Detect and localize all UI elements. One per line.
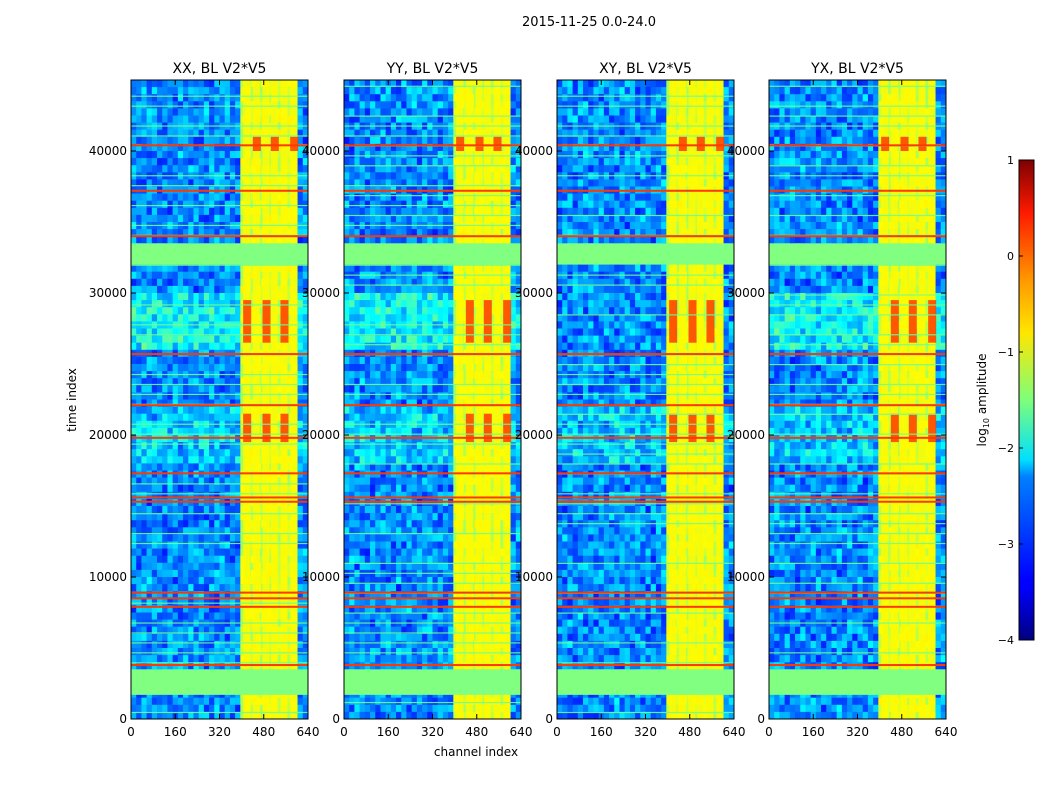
heatmap-image bbox=[131, 80, 308, 719]
heatmap-image bbox=[557, 80, 734, 719]
heatmap-panel-yx: YX, BL V2*V5 0 160 320 480 640 0 10000 20000 3000… bbox=[727, 61, 958, 739]
y-tick-label: 30000 bbox=[515, 286, 553, 300]
y-tick-label: 10000 bbox=[727, 570, 765, 584]
x-tick-label: 0 bbox=[765, 725, 773, 739]
heatmap-panel-xx: XX, BL V2*V5 0 160 320 480 640 0 10000 20000 3000… bbox=[89, 61, 320, 739]
x-tick-label: 320 bbox=[421, 725, 444, 739]
x-tick-label: 160 bbox=[377, 725, 400, 739]
heatmap-panels: XX, BL V2*V5 0 160 320 480 640 0 10000 20000 3000… bbox=[89, 61, 958, 739]
x-tick-label: 480 bbox=[678, 725, 701, 739]
x-tick-label: 0 bbox=[127, 725, 135, 739]
x-tick-label: 320 bbox=[208, 725, 231, 739]
y-tick-label: 10000 bbox=[515, 570, 553, 584]
colorbar-tick-label: 1 bbox=[1007, 154, 1014, 167]
y-tick-label: 30000 bbox=[302, 286, 340, 300]
panel-title: YY, BL V2*V5 bbox=[386, 61, 479, 77]
x-tick-label: 640 bbox=[935, 725, 958, 739]
colorbar-tick-label: −4 bbox=[998, 634, 1014, 647]
y-tick-label: 30000 bbox=[727, 286, 765, 300]
figure-suptitle: 2015-11-25 0.0-24.0 bbox=[522, 15, 656, 30]
x-tick-label: 320 bbox=[634, 725, 657, 739]
y-tick-label: 40000 bbox=[727, 144, 765, 158]
y-tick-label: 40000 bbox=[89, 144, 127, 158]
x-tick-label: 640 bbox=[510, 725, 533, 739]
x-tick-label: 0 bbox=[553, 725, 561, 739]
x-tick-label: 0 bbox=[340, 725, 348, 739]
x-axis-label: channel index bbox=[434, 745, 518, 759]
y-tick-label: 40000 bbox=[515, 144, 553, 158]
panel-title: XX, BL V2*V5 bbox=[173, 61, 267, 77]
colorbar: −4 −3 −2 −1 0 1 log10 amplitude bbox=[975, 154, 1035, 647]
y-tick-label: 0 bbox=[332, 712, 340, 726]
colorbar-tick-label: −3 bbox=[998, 538, 1014, 551]
x-tick-label: 160 bbox=[164, 725, 187, 739]
y-tick-label: 0 bbox=[757, 712, 765, 726]
x-tick-label: 640 bbox=[723, 725, 746, 739]
y-tick-label: 10000 bbox=[89, 570, 127, 584]
heatmap-image bbox=[769, 80, 946, 719]
colorbar-gradient bbox=[1018, 159, 1035, 641]
y-tick-label: 20000 bbox=[89, 428, 127, 442]
y-tick-label: 20000 bbox=[727, 428, 765, 442]
x-tick-label: 160 bbox=[802, 725, 825, 739]
colorbar-tick-label: 0 bbox=[1007, 250, 1014, 263]
x-tick-label: 320 bbox=[846, 725, 869, 739]
heatmap-panel-xy: XY, BL V2*V5 0 160 320 480 640 0 10000 20000 3000… bbox=[515, 61, 746, 739]
y-tick-label: 0 bbox=[545, 712, 553, 726]
x-tick-label: 160 bbox=[590, 725, 613, 739]
x-tick-label: 480 bbox=[252, 725, 275, 739]
x-tick-label: 480 bbox=[465, 725, 488, 739]
y-tick-label: 20000 bbox=[302, 428, 340, 442]
y-tick-label: 20000 bbox=[515, 428, 553, 442]
y-tick-label: 10000 bbox=[302, 570, 340, 584]
panel-title: YX, BL V2*V5 bbox=[810, 61, 904, 77]
colorbar-tick-label: −1 bbox=[998, 346, 1014, 359]
x-tick-label: 640 bbox=[297, 725, 320, 739]
y-tick-label: 40000 bbox=[302, 144, 340, 158]
colorbar-label: log10 amplitude bbox=[975, 354, 991, 447]
y-axis-label: time index bbox=[65, 368, 79, 432]
heatmap-panel-yy: YY, BL V2*V5 0 160 320 480 640 0 10000 20000 3000… bbox=[302, 61, 533, 739]
x-tick-label: 480 bbox=[890, 725, 913, 739]
colorbar-tick-label: −2 bbox=[998, 442, 1014, 455]
y-tick-label: 0 bbox=[119, 712, 127, 726]
y-tick-label: 30000 bbox=[89, 286, 127, 300]
panel-title: XY, BL V2*V5 bbox=[599, 61, 692, 77]
heatmap-image bbox=[344, 80, 521, 719]
